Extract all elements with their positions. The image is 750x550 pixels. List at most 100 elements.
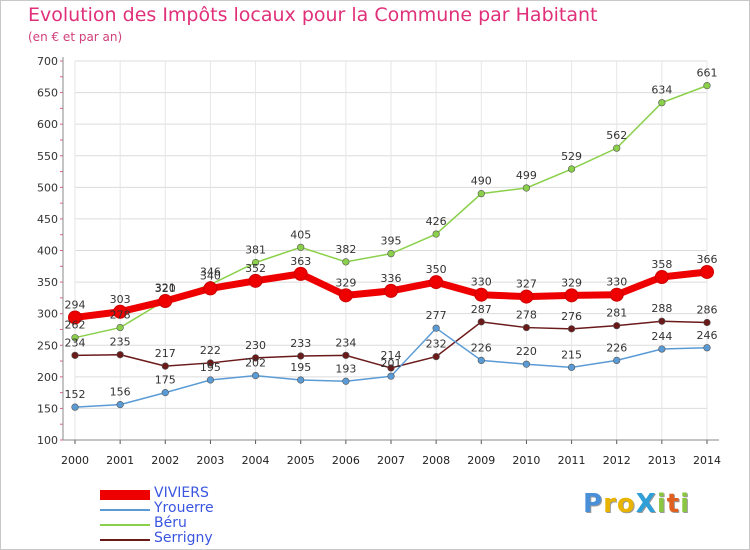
x-tick-label: 2011 [558, 454, 586, 467]
series-point-yrouerre [432, 324, 440, 332]
data-label-yrouerre: 277 [426, 309, 447, 322]
series-point-beru [116, 323, 124, 332]
data-label-beru: 405 [290, 228, 311, 241]
data-label-viviers: 330 [606, 276, 627, 289]
data-label-yrouerre: 156 [110, 386, 131, 399]
y-tick-label: 600 [37, 118, 58, 131]
y-tick-label: 250 [37, 339, 58, 352]
logo-letter: P [583, 489, 604, 519]
series-point-viviers [700, 264, 714, 279]
series-point-viviers [68, 310, 82, 325]
data-label-viviers: 350 [426, 263, 447, 276]
series-point-viviers [654, 270, 669, 285]
data-label-viviers: 336 [381, 272, 402, 285]
series-point-serrigny [71, 351, 79, 359]
data-label-beru: 499 [516, 169, 537, 182]
data-label-beru: 661 [697, 67, 718, 80]
series-point-viviers [384, 283, 398, 298]
y-tick-label: 500 [37, 181, 58, 194]
legend-label-yrouerre: Yrouerre [154, 500, 214, 516]
data-label-beru: 278 [110, 309, 131, 322]
legend-swatch-serrigny [100, 539, 150, 541]
x-tick-label: 2007 [377, 454, 405, 467]
series-point-serrigny [342, 351, 350, 359]
series-point-serrigny [161, 362, 169, 370]
data-label-beru: 634 [651, 84, 672, 97]
y-tick-label: 150 [37, 402, 58, 415]
x-tick-label: 2005 [287, 454, 315, 467]
data-label-beru: 346 [200, 266, 221, 279]
data-label-beru: 262 [65, 319, 86, 332]
y-tick-label: 400 [37, 245, 58, 258]
legend-label-viviers: VIVIERS [154, 485, 209, 501]
data-label-beru: 529 [561, 150, 582, 163]
data-label-viviers: 330 [471, 276, 492, 289]
data-label-yrouerre: 220 [516, 345, 537, 358]
data-label-viviers: 366 [697, 253, 718, 266]
series-point-beru [477, 190, 485, 198]
series-point-yrouerre [71, 403, 79, 411]
data-label-viviers: 352 [245, 262, 266, 275]
data-label-serrigny: 233 [290, 337, 311, 350]
data-label-serrigny: 276 [561, 310, 582, 323]
legend-swatch-beru [100, 524, 150, 526]
y-tick-label: 650 [37, 87, 58, 100]
data-label-yrouerre: 226 [471, 341, 492, 354]
series-point-beru [342, 258, 350, 266]
series-point-yrouerre [522, 360, 531, 368]
legend-label-serrigny: Serrigny [154, 530, 213, 546]
y-tick-label: 300 [37, 308, 58, 321]
series-point-yrouerre [342, 377, 350, 385]
axis-layer: 100 150 200 250 300 350 400 450 500 550 600 650 700 2… [37, 55, 721, 467]
y-tick-label: 100 [37, 434, 58, 447]
series-point-beru [387, 250, 395, 258]
series-point-beru [71, 334, 79, 342]
series-point-viviers [248, 273, 263, 288]
proxiti-logo: ProXiti [583, 489, 690, 519]
series-point-viviers [113, 304, 128, 319]
data-label-serrigny: 232 [426, 338, 447, 351]
y-tick-label: 700 [37, 55, 58, 68]
series-point-beru [613, 144, 621, 152]
series-point-serrigny [116, 351, 124, 359]
series-point-beru [297, 243, 305, 251]
series-point-beru [703, 82, 711, 90]
data-label-viviers: 329 [335, 276, 356, 289]
legend-swatch-viviers [100, 490, 150, 500]
series-point-viviers [474, 287, 489, 302]
data-label-yrouerre: 195 [290, 361, 311, 374]
series-point-yrouerre [116, 401, 124, 409]
series-point-serrigny [477, 318, 485, 326]
data-label-viviers: 327 [516, 278, 537, 291]
series-point-serrigny [206, 359, 215, 367]
data-label-serrigny: 234 [335, 336, 356, 349]
series-point-yrouerre [387, 372, 395, 380]
data-label-beru: 321 [155, 281, 176, 294]
series-point-beru [522, 184, 531, 192]
series-point-serrigny [522, 323, 531, 332]
series-point-yrouerre [297, 376, 305, 384]
data-label-yrouerre: 175 [155, 374, 176, 387]
series-point-beru [567, 165, 576, 173]
chart-title: Evolution des Impôts locaux pour la Comm… [28, 4, 598, 26]
data-label-yrouerre: 152 [65, 388, 86, 401]
series-point-serrigny [658, 317, 666, 325]
data-label-serrigny: 278 [516, 309, 537, 322]
x-tick-label: 2013 [648, 454, 676, 467]
data-label-viviers: 320 [155, 282, 176, 295]
y-tick-label: 200 [37, 371, 58, 384]
y-tick-label: 550 [37, 150, 58, 163]
x-tick-label: 2008 [422, 454, 450, 467]
y-tick-label: 450 [37, 213, 58, 226]
x-tick-label: 2002 [151, 454, 179, 467]
data-label-viviers: 363 [290, 255, 311, 268]
series-point-beru [251, 258, 260, 267]
series-point-viviers [564, 288, 579, 303]
data-label-serrigny: 281 [606, 307, 627, 320]
data-label-yrouerre: 195 [200, 361, 221, 374]
series-point-serrigny [251, 354, 260, 362]
data-label-viviers: 340 [200, 269, 221, 282]
data-label-yrouerre: 215 [561, 348, 582, 361]
data-label-beru: 426 [426, 215, 447, 228]
